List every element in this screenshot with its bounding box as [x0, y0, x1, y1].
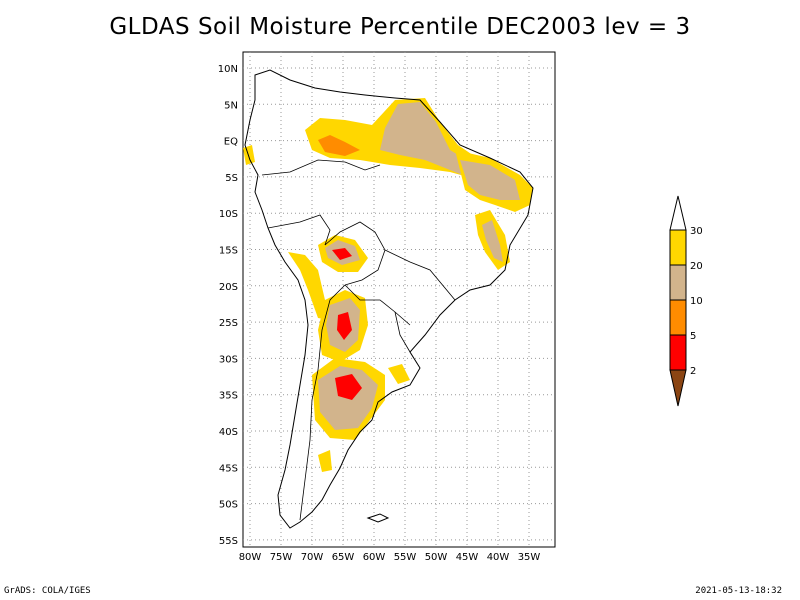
x-tick-label: 50W [425, 552, 448, 563]
x-axis-labels: 80W 75W 70W 65W 60W 55W 50W 45W 40W 35W [239, 552, 541, 563]
map-title: GLDAS Soil Moisture Percentile DEC2003 l… [109, 14, 691, 40]
x-tick-label: 70W [301, 552, 324, 563]
y-tick-label: 10N [218, 64, 238, 75]
y-tick-label: 55S [219, 536, 238, 547]
timestamp: 2021-05-13-18:32 [695, 586, 782, 596]
region-north-orange [318, 135, 360, 156]
legend-label-2: 2 [690, 366, 696, 377]
y-tick-label: 50S [219, 500, 238, 511]
y-tick-label: 20S [219, 282, 238, 293]
map-frame [242, 51, 556, 548]
region-guianas [380, 102, 470, 178]
region-andes-coast [288, 252, 330, 320]
legend-label-20: 20 [690, 261, 703, 272]
x-tick-label: 75W [270, 552, 293, 563]
y-tick-label: 10S [219, 209, 238, 220]
grads-credit: GrADS: COLA/IGES [4, 586, 91, 596]
y-tick-label: 25S [219, 318, 238, 329]
x-tick-label: 40W [487, 552, 510, 563]
region-ne-brazil-tan [460, 160, 520, 200]
continent-outline [244, 69, 534, 529]
legend-2-5 [669, 334, 687, 371]
legend-label-30: 30 [690, 226, 703, 237]
legend-colorbar: 30 20 10 5 2 [669, 195, 703, 407]
x-tick-label: 35W [518, 552, 541, 563]
legend-label-10: 10 [690, 296, 703, 307]
legend-label-5: 5 [690, 331, 696, 342]
legend-10-20 [669, 264, 687, 301]
shading-layer [243, 98, 533, 472]
y-axis-labels: 10N 5N EQ 5S 10S 15S 20S 25S 30S 35S 40S 45S 50S 55S [218, 64, 238, 547]
x-tick-label: 45W [456, 552, 479, 563]
region-nw-argentina-red [337, 312, 352, 340]
country-borders [261, 159, 456, 521]
y-tick-label: 45S [219, 463, 238, 474]
y-tick-label: 40S [219, 427, 238, 438]
x-tick-label: 60W [363, 552, 386, 563]
y-tick-label: 5S [225, 173, 238, 184]
legend-above-30 [669, 195, 687, 231]
x-tick-label: 55W [394, 552, 417, 563]
legend-20-30 [669, 229, 687, 266]
y-tick-label: EQ [224, 137, 238, 148]
y-tick-label: 5N [224, 100, 238, 111]
falklands [366, 513, 390, 523]
y-tick-label: 15S [219, 246, 238, 257]
region-bolivia-red [332, 248, 352, 260]
y-tick-label: 35S [219, 391, 238, 402]
region-west-colombia [243, 145, 255, 165]
region-uruguay-yellow [388, 364, 410, 384]
region-patagonia-yellow [318, 450, 332, 472]
legend-below-2 [669, 369, 687, 407]
x-tick-label: 80W [239, 552, 262, 563]
legend-5-10 [669, 299, 687, 336]
y-tick-label: 30S [219, 354, 238, 365]
region-central-argentina-red [335, 374, 362, 400]
x-tick-label: 65W [332, 552, 355, 563]
region-east-brazil-tan [482, 220, 503, 262]
